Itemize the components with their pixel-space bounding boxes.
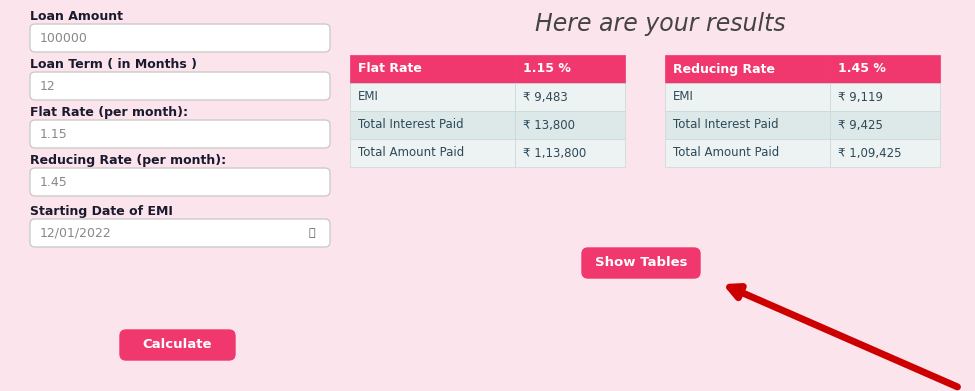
FancyArrowPatch shape bbox=[729, 287, 957, 387]
Bar bbox=[515, 111, 625, 139]
Bar bbox=[830, 83, 940, 111]
Text: Loan Term ( in Months ): Loan Term ( in Months ) bbox=[30, 58, 197, 71]
FancyBboxPatch shape bbox=[30, 72, 330, 100]
Bar bbox=[665, 111, 830, 139]
Text: Here are your results: Here are your results bbox=[534, 12, 785, 36]
Text: ₹ 1,09,425: ₹ 1,09,425 bbox=[838, 147, 902, 160]
Text: EMI: EMI bbox=[358, 90, 379, 104]
Text: ₹ 9,119: ₹ 9,119 bbox=[838, 90, 883, 104]
Bar bbox=[830, 111, 940, 139]
FancyBboxPatch shape bbox=[120, 330, 235, 360]
Text: Flat Rate: Flat Rate bbox=[358, 63, 422, 75]
Bar bbox=[830, 139, 940, 167]
Text: 1.15 %: 1.15 % bbox=[523, 63, 571, 75]
Text: Total Interest Paid: Total Interest Paid bbox=[673, 118, 779, 131]
Text: ₹ 9,483: ₹ 9,483 bbox=[523, 90, 567, 104]
Text: Total Amount Paid: Total Amount Paid bbox=[673, 147, 779, 160]
Text: 1.45: 1.45 bbox=[40, 176, 67, 188]
Bar bbox=[665, 55, 830, 83]
Bar bbox=[350, 139, 515, 167]
Text: EMI: EMI bbox=[673, 90, 694, 104]
Text: Total Amount Paid: Total Amount Paid bbox=[358, 147, 464, 160]
Text: Reducing Rate: Reducing Rate bbox=[673, 63, 775, 75]
Bar bbox=[350, 83, 515, 111]
FancyBboxPatch shape bbox=[30, 24, 330, 52]
FancyBboxPatch shape bbox=[30, 120, 330, 148]
Text: Total Interest Paid: Total Interest Paid bbox=[358, 118, 464, 131]
Text: 12: 12 bbox=[40, 79, 56, 93]
Bar bbox=[350, 55, 515, 83]
Text: Flat Rate (per month):: Flat Rate (per month): bbox=[30, 106, 188, 119]
Text: Starting Date of EMI: Starting Date of EMI bbox=[30, 205, 173, 218]
FancyBboxPatch shape bbox=[30, 168, 330, 196]
FancyBboxPatch shape bbox=[30, 219, 330, 247]
Text: 📅: 📅 bbox=[309, 228, 315, 238]
Bar bbox=[515, 139, 625, 167]
Text: Show Tables: Show Tables bbox=[595, 256, 687, 269]
Text: 12/01/2022: 12/01/2022 bbox=[40, 226, 112, 240]
Text: Loan Amount: Loan Amount bbox=[30, 10, 123, 23]
Bar bbox=[350, 111, 515, 139]
Text: 100000: 100000 bbox=[40, 32, 88, 45]
Text: ₹ 13,800: ₹ 13,800 bbox=[523, 118, 575, 131]
FancyBboxPatch shape bbox=[582, 248, 700, 278]
Text: ₹ 1,13,800: ₹ 1,13,800 bbox=[523, 147, 586, 160]
Text: ₹ 9,425: ₹ 9,425 bbox=[838, 118, 883, 131]
Bar bbox=[515, 55, 625, 83]
Text: Calculate: Calculate bbox=[142, 339, 213, 352]
Bar bbox=[515, 83, 625, 111]
Bar bbox=[665, 83, 830, 111]
Bar bbox=[830, 55, 940, 83]
Text: 1.15: 1.15 bbox=[40, 127, 67, 140]
Text: Reducing Rate (per month):: Reducing Rate (per month): bbox=[30, 154, 226, 167]
Text: 1.45 %: 1.45 % bbox=[838, 63, 886, 75]
Bar bbox=[665, 139, 830, 167]
